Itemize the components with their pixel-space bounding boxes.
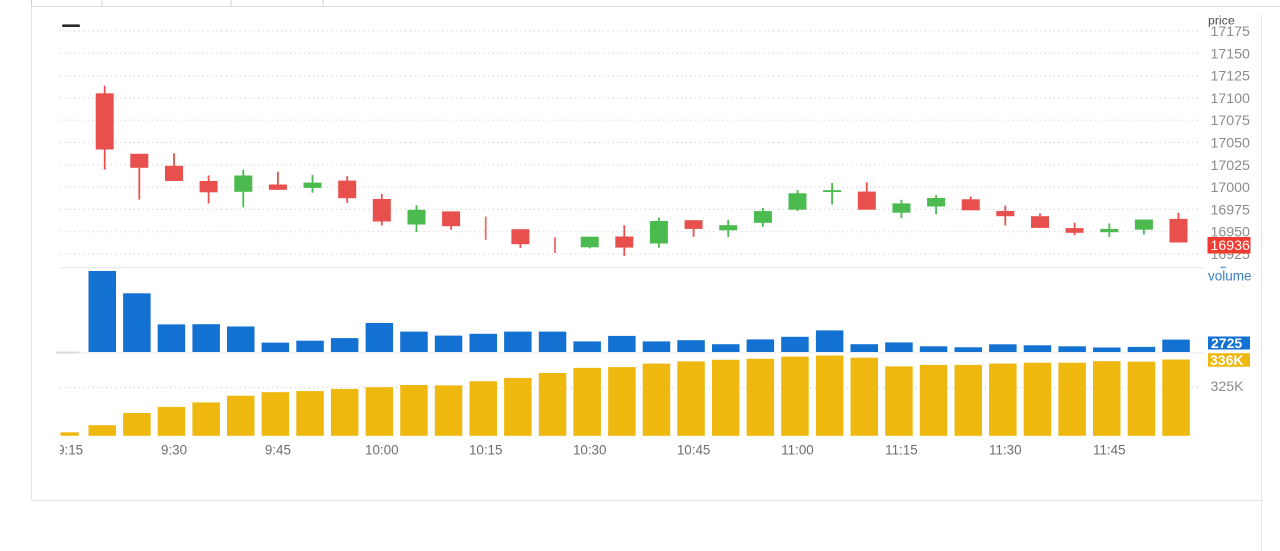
svg-text:17175: 17175: [1211, 24, 1251, 40]
svg-text:11:15: 11:15: [885, 443, 918, 458]
svg-text:10:30: 10:30: [573, 443, 607, 458]
svg-text:17150: 17150: [1211, 46, 1251, 62]
svg-text:17075: 17075: [1211, 113, 1251, 129]
svg-text:price: price: [1208, 14, 1235, 28]
svg-text:10:15: 10:15: [469, 443, 503, 458]
svg-text:9:30: 9:30: [161, 443, 187, 458]
svg-text:17050: 17050: [1211, 136, 1251, 152]
svg-text:11:00: 11:00: [781, 443, 814, 458]
svg-text:11:45: 11:45: [1093, 443, 1126, 458]
svg-text:10:45: 10:45: [677, 443, 711, 458]
svg-text:9:45: 9:45: [265, 443, 291, 458]
svg-text:volume: volume: [1208, 269, 1252, 284]
svg-text:2725: 2725: [1211, 335, 1242, 351]
svg-text:17000: 17000: [1211, 180, 1251, 196]
svg-text:17125: 17125: [1211, 69, 1251, 85]
svg-text:17025: 17025: [1211, 158, 1251, 174]
svg-text:9:15: 9:15: [57, 443, 83, 458]
svg-text:16950: 16950: [1211, 225, 1251, 241]
svg-text:16936: 16936: [1211, 238, 1251, 254]
svg-text:17100: 17100: [1211, 91, 1251, 107]
svg-text:10:00: 10:00: [365, 443, 399, 458]
svg-text:11:30: 11:30: [989, 443, 1022, 458]
svg-text:325K: 325K: [1211, 379, 1245, 395]
svg-text:16975: 16975: [1211, 202, 1251, 218]
svg-text:336K: 336K: [1210, 352, 1243, 368]
